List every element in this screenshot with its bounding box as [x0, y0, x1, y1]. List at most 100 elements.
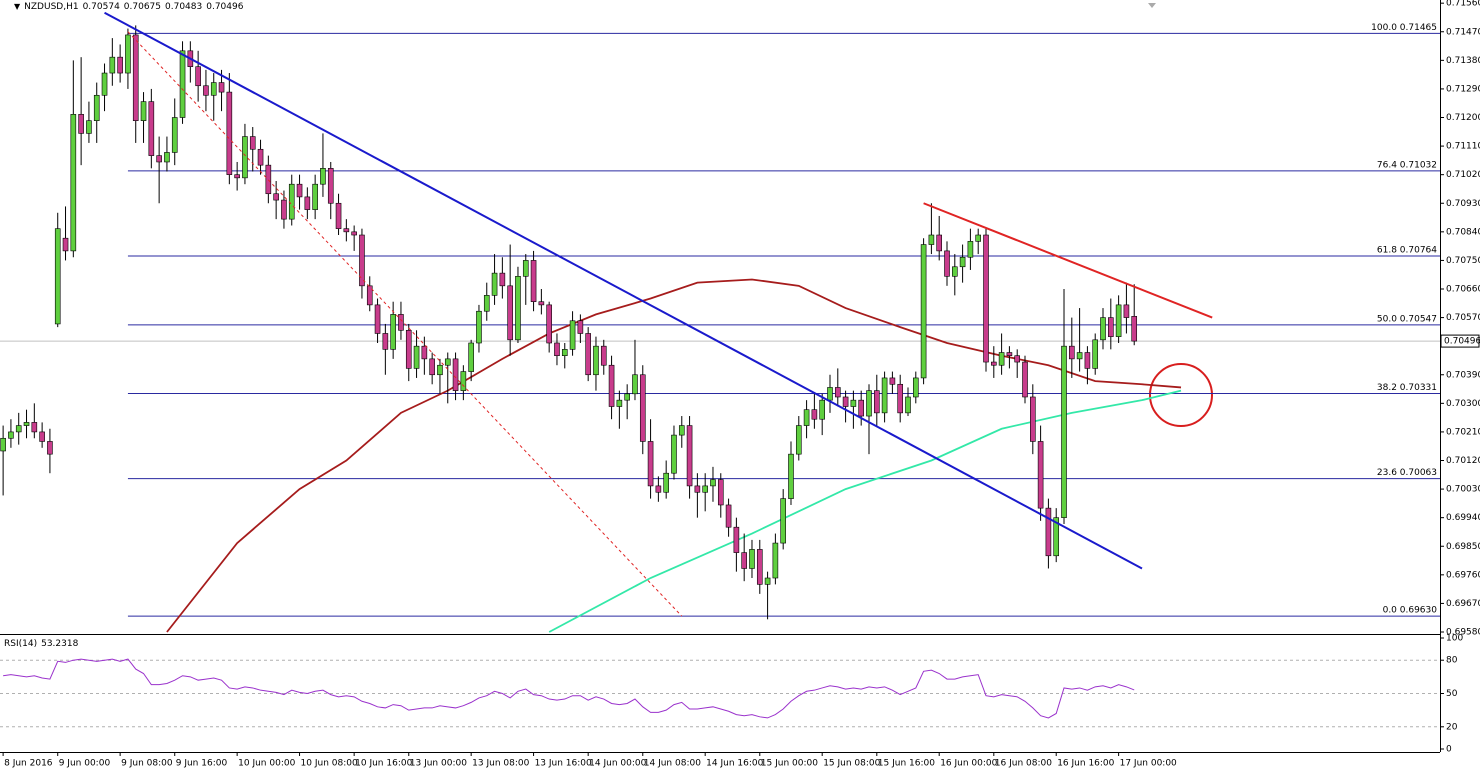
candle-body: [811, 409, 818, 420]
candle-body: [959, 256, 966, 268]
y-tick-label: 0.69670: [1446, 599, 1480, 609]
candle-body: [8, 431, 14, 439]
candle-body: [296, 183, 303, 198]
candle-body: [881, 377, 888, 414]
x-tick-label: 16 Jun 00:00: [940, 759, 997, 769]
rsi-tick-label: 100: [1446, 634, 1463, 644]
x-tick-label: 14 Jun 08:00: [644, 759, 701, 769]
candle-body: [889, 377, 896, 385]
candle-body: [117, 56, 123, 74]
candle-body: [125, 34, 131, 74]
candle-body: [351, 231, 357, 236]
candle-body: [1022, 361, 1028, 398]
fib-label: 0.0 0.69630: [1383, 606, 1438, 616]
rsi-title: RSI(14): [4, 639, 38, 649]
candle-body: [569, 320, 576, 350]
candle-body: [0, 437, 6, 452]
rsi-tick-label: 20: [1446, 722, 1458, 732]
y-tick-label: 0.71470: [1446, 27, 1480, 37]
x-tick-label: 13 Jun 00:00: [410, 759, 467, 769]
y-tick-label: 0.70210: [1446, 427, 1480, 437]
candle-body: [678, 425, 685, 436]
candle-body: [632, 374, 638, 395]
candle-body: [639, 374, 646, 442]
open: 0.70574: [82, 2, 120, 12]
candle-body: [171, 117, 178, 153]
trendline: [104, 11, 1143, 570]
candle-body: [944, 250, 950, 277]
y-tick-label: 0.70570: [1446, 313, 1480, 323]
candle-body: [647, 441, 654, 487]
moving-average: [548, 389, 1182, 633]
candle-body: [429, 358, 435, 376]
moving-average: [166, 278, 1182, 633]
candle-body: [390, 314, 396, 350]
y-tick-label: 0.71560: [1446, 0, 1480, 9]
candle-body: [655, 485, 662, 493]
candle-body: [577, 320, 584, 334]
candle-body: [983, 234, 989, 363]
rsi-line: [3, 658, 1135, 719]
rsi-header: RSI(14) 53.2318: [4, 639, 78, 649]
candle-body: [920, 244, 927, 379]
y-tick-label: 0.70120: [1446, 456, 1480, 466]
y-tick-label: 0.70300: [1446, 399, 1480, 409]
fib-label: 23.6 0.70063: [1377, 468, 1437, 478]
candle-body: [694, 485, 701, 493]
candle-body: [600, 345, 607, 366]
candle-body: [1123, 304, 1130, 318]
candle-body: [54, 228, 61, 325]
candle-body: [827, 387, 833, 401]
candle-body: [132, 34, 139, 121]
candle-body: [858, 399, 864, 417]
candle-body: [265, 164, 272, 195]
fib-label: 100.0 0.71465: [1371, 23, 1437, 33]
candle-body: [304, 196, 311, 210]
candle-body: [335, 202, 342, 229]
x-tick-label: 15 Jun 08:00: [823, 759, 880, 769]
y-tick-label: 0.69940: [1446, 513, 1480, 523]
high: 0.70675: [123, 2, 162, 12]
candle-body: [951, 266, 958, 277]
candle-body: [515, 276, 521, 341]
y-tick-label: 0.70390: [1446, 370, 1480, 380]
candle-body: [905, 396, 911, 414]
candle-body: [405, 329, 412, 369]
trendline: [923, 202, 1213, 319]
candle-body: [967, 241, 974, 258]
candle-body: [444, 358, 451, 366]
candle-body: [897, 383, 903, 414]
candle-body: [819, 399, 825, 420]
candle-body: [320, 168, 326, 185]
candle-body: [413, 345, 420, 369]
low: 0.70483: [165, 2, 203, 12]
candle-body: [93, 94, 100, 121]
candle-body: [733, 526, 740, 553]
candle-body: [1100, 317, 1106, 341]
y-tick-label: 0.71110: [1446, 142, 1480, 152]
candle-body: [1030, 396, 1036, 442]
candle-body: [491, 272, 498, 296]
candle-body: [756, 549, 763, 585]
candle-body: [366, 285, 373, 306]
candle-body: [179, 50, 186, 118]
candle-body: [507, 285, 513, 341]
rsi-tick-label: 0: [1446, 745, 1452, 755]
candle-body: [398, 314, 404, 331]
candle-body: [593, 345, 599, 376]
candle-body: [483, 295, 490, 312]
x-tick-label: 15 Jun 16:00: [878, 759, 935, 769]
candle-body: [772, 542, 779, 579]
x-tick-label: 17 Jun 00:00: [1120, 759, 1177, 769]
candle-body: [164, 152, 170, 163]
candle-body: [554, 342, 560, 356]
candle-body: [1108, 317, 1114, 337]
candle-body: [1045, 507, 1052, 557]
candle-body: [998, 352, 1005, 366]
candle-body: [62, 237, 69, 252]
candle-body: [343, 228, 350, 233]
candle-body: [538, 301, 545, 306]
candle-body: [522, 260, 529, 277]
candle-body: [850, 399, 857, 407]
